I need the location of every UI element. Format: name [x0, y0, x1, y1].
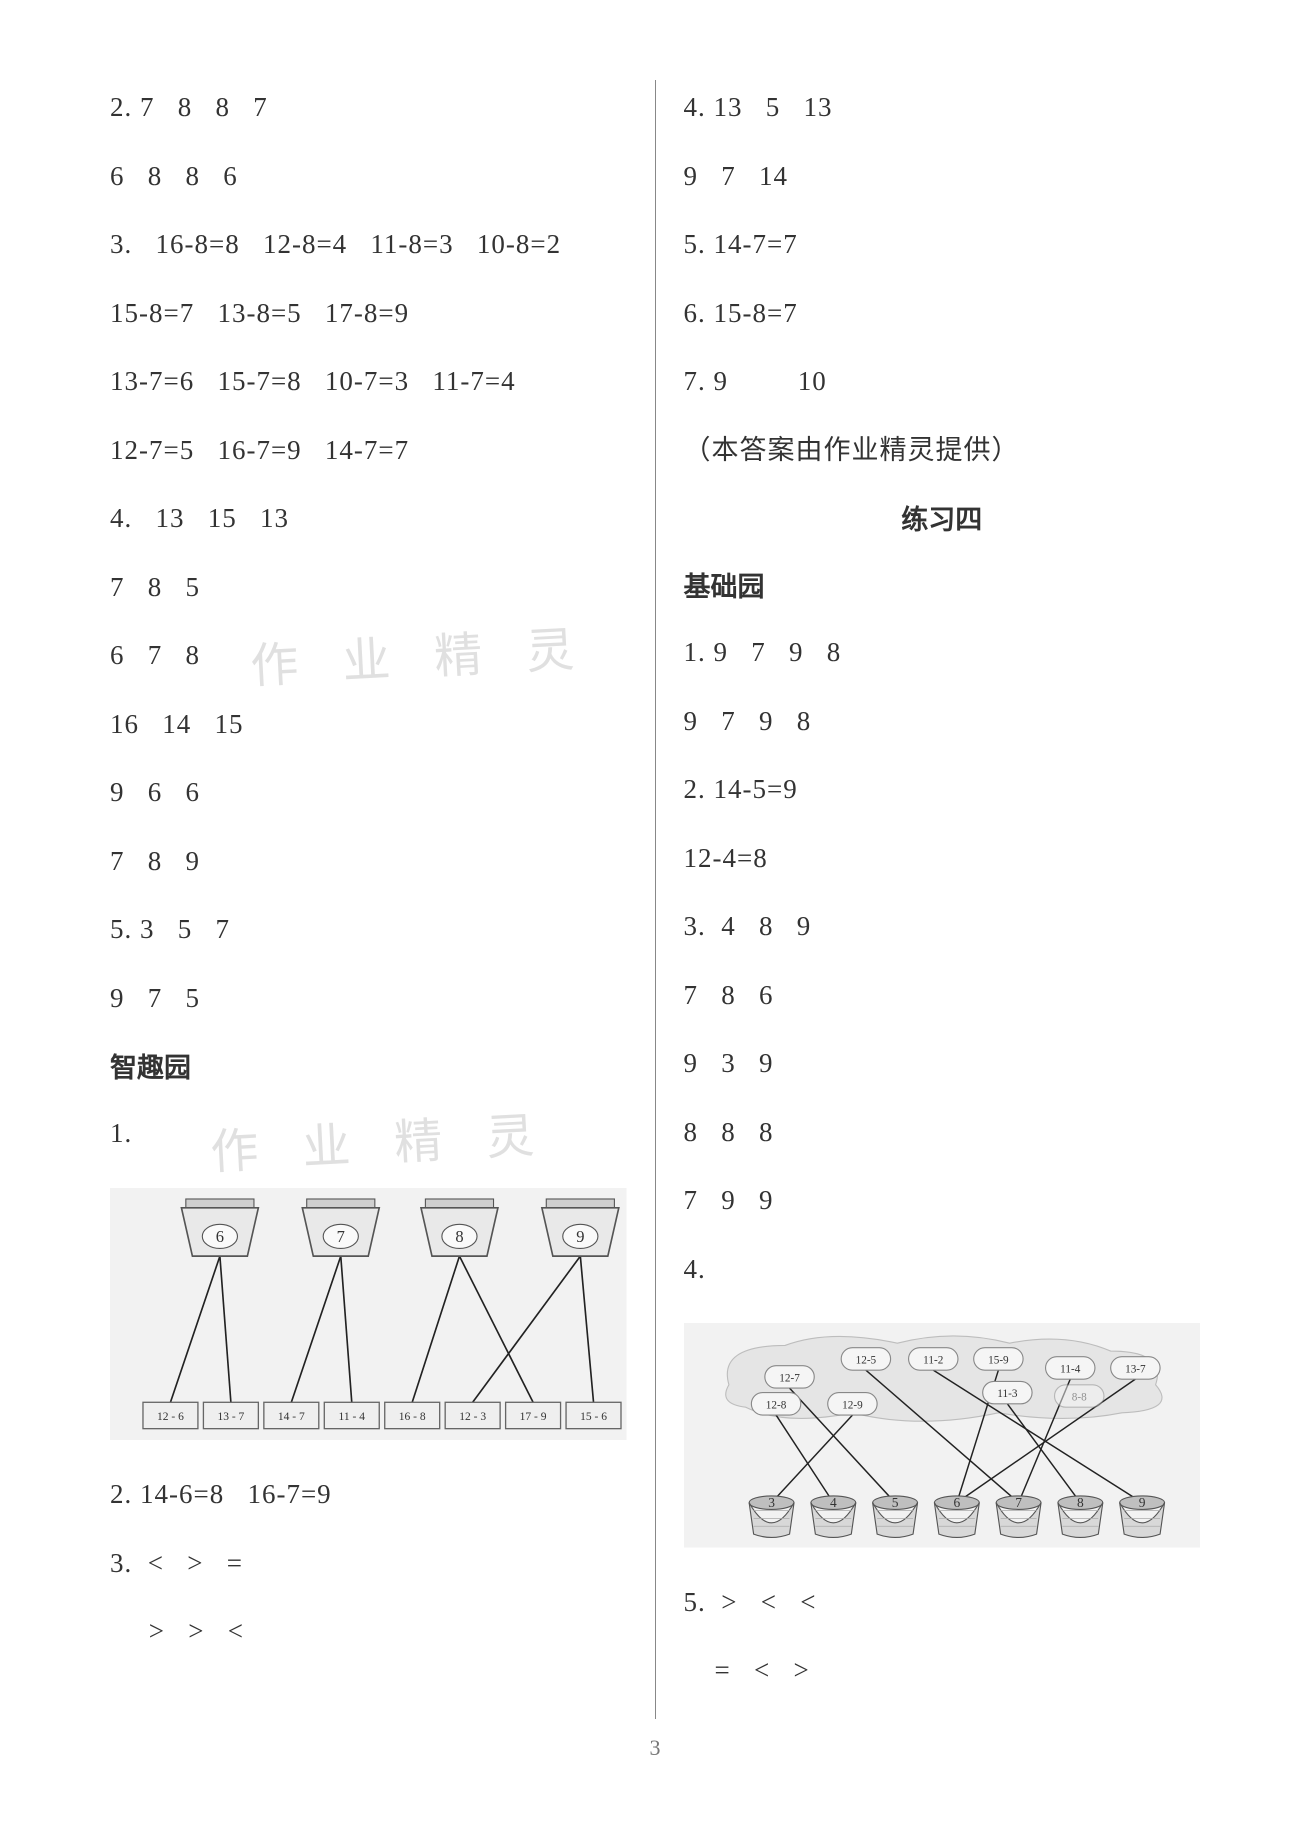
svg-text:12-8: 12-8 [765, 1399, 786, 1411]
text-line: 15-8=7 13-8=5 17-8=9 [110, 293, 627, 334]
text-line: 3. < > = [110, 1543, 627, 1584]
svg-text:17 - 9: 17 - 9 [520, 1410, 547, 1422]
svg-text:8-8: 8-8 [1071, 1391, 1086, 1403]
svg-text:12-9: 12-9 [842, 1399, 863, 1411]
svg-text:7: 7 [337, 1226, 345, 1245]
text-line: （本答案由作业精灵提供） [684, 430, 1201, 471]
svg-text:6: 6 [216, 1226, 224, 1245]
text-line: 13-7=6 15-7=8 10-7=3 11-7=4 [110, 361, 627, 402]
left-bottom-lines: 2. 14-6=8 16-7=9 3. < > = > > < [110, 1474, 627, 1652]
svg-text:5: 5 [891, 1495, 898, 1510]
svg-text:9: 9 [1138, 1495, 1145, 1510]
text-line: 7 8 5 [110, 567, 627, 608]
svg-text:11-2: 11-2 [923, 1354, 943, 1366]
text-line: 5. 3 5 7 [110, 909, 627, 950]
text-line: 9 7 9 8 [684, 701, 1201, 742]
right-section-heading: 基础园 [684, 565, 1201, 604]
right-mid-lines: 1. 9 7 9 8 9 7 9 8 2. 14-5=9 12-4=8 3. 4 8 9… [684, 632, 1201, 1289]
text-line: 7 8 9 [110, 841, 627, 882]
text-line: 7 8 6 [684, 975, 1201, 1016]
svg-text:15 - 6: 15 - 6 [580, 1410, 607, 1422]
svg-text:6: 6 [953, 1495, 960, 1510]
text-line: 3. 4 8 9 [684, 906, 1201, 947]
right-title: 练习四 [684, 498, 1201, 537]
svg-text:7: 7 [1015, 1495, 1022, 1510]
text-line: 1. 9 7 9 8 [684, 632, 1201, 673]
svg-text:11 - 4: 11 - 4 [339, 1410, 366, 1422]
text-line: 2. 14-6=8 16-7=9 [110, 1474, 627, 1515]
page-number: 3 [110, 1735, 1200, 1761]
text-line: 9 7 5 [110, 978, 627, 1019]
text-line: 5. 14-7=7 [684, 224, 1201, 265]
svg-text:12-7: 12-7 [779, 1372, 800, 1384]
text-line: 7. 9 10 [684, 361, 1201, 402]
right-top-lines: 4. 13 5 13 9 7 14 5. 14-7=7 6. 15-8=7 7. 9 1… [684, 87, 1201, 470]
svg-text:14 - 7: 14 - 7 [278, 1410, 305, 1422]
text-line: 12-4=8 [684, 838, 1201, 879]
page: 作 业 精 灵 作 业 精 灵 2. 7 8 8 76 8 8 63. 16-8… [0, 0, 1300, 1801]
item-1-label: 1. [110, 1113, 627, 1154]
svg-text:13-7: 13-7 [1125, 1363, 1146, 1375]
text-line: 4. [684, 1249, 1201, 1290]
left-column: 2. 7 8 8 7 6 8 8 6 3. 16-8=8 12-8=4 11-8=3… [110, 80, 655, 1719]
svg-text:16 - 8: 16 - 8 [399, 1410, 426, 1422]
text-line: 2. 7 8 8 7 [110, 87, 627, 128]
text-line: 8 8 8 [684, 1112, 1201, 1153]
left-top-lines: 2. 7 8 8 7 6 8 8 6 3. 16-8=8 12-8=4 11-8=3… [110, 87, 627, 1018]
svg-text:8: 8 [455, 1226, 463, 1245]
text-line: 16 14 15 [110, 704, 627, 745]
text-line: 6 7 8 [110, 635, 627, 676]
right-bottom-lines: 5. > < < = < > [684, 1582, 1201, 1691]
text-line: 5. > < < [684, 1582, 1201, 1623]
text-line: 6. 15-8=7 [684, 293, 1201, 334]
svg-text:9: 9 [576, 1226, 584, 1245]
text-line: 2. 14-5=9 [684, 769, 1201, 810]
svg-text:12 - 6: 12 - 6 [157, 1410, 184, 1422]
text-line: = < > [684, 1650, 1201, 1691]
text-line: 6 8 8 6 [110, 156, 627, 197]
svg-text:8: 8 [1076, 1495, 1083, 1510]
text-line: > > < [110, 1611, 627, 1652]
text-line: 4. 13 15 13 [110, 498, 627, 539]
two-column-layout: 2. 7 8 8 7 6 8 8 6 3. 16-8=8 12-8=4 11-8=3… [110, 80, 1200, 1719]
left-section-heading: 智趣园 [110, 1046, 627, 1085]
text-line: 9 7 14 [684, 156, 1201, 197]
text-line: 4. 13 5 13 [684, 87, 1201, 128]
text-line: 3. 16-8=8 12-8=4 11-8=3 10-8=2 [110, 224, 627, 265]
text-line: 12-7=5 16-7=9 14-7=7 [110, 430, 627, 471]
svg-text:13 - 7: 13 - 7 [217, 1410, 244, 1422]
svg-text:3: 3 [768, 1495, 775, 1510]
svg-text:12 - 3: 12 - 3 [459, 1410, 486, 1422]
svg-text:4: 4 [829, 1495, 836, 1510]
svg-text:15-9: 15-9 [988, 1354, 1009, 1366]
right-column: 4. 13 5 13 9 7 14 5. 14-7=7 6. 15-8=7 7. 9 1… [655, 80, 1201, 1719]
text-line: 7 9 9 [684, 1180, 1201, 1221]
text-line: 9 3 9 [684, 1043, 1201, 1084]
svg-text:11-3: 11-3 [997, 1388, 1018, 1400]
text-line: 9 6 6 [110, 772, 627, 813]
matching-figure-buckets: 6 7 8 9 12 - 6 13 - 7 14 - 7 11 - 4 16 - 8 12 - 3… [110, 1188, 627, 1441]
svg-text:12-5: 12-5 [855, 1354, 876, 1366]
matching-figure-clouds: 12-7 12-8 12-5 12-9 11-2 15-9 11-3 11-4 8-8 13-7 3… [684, 1323, 1201, 1548]
svg-text:11-4: 11-4 [1060, 1363, 1081, 1375]
